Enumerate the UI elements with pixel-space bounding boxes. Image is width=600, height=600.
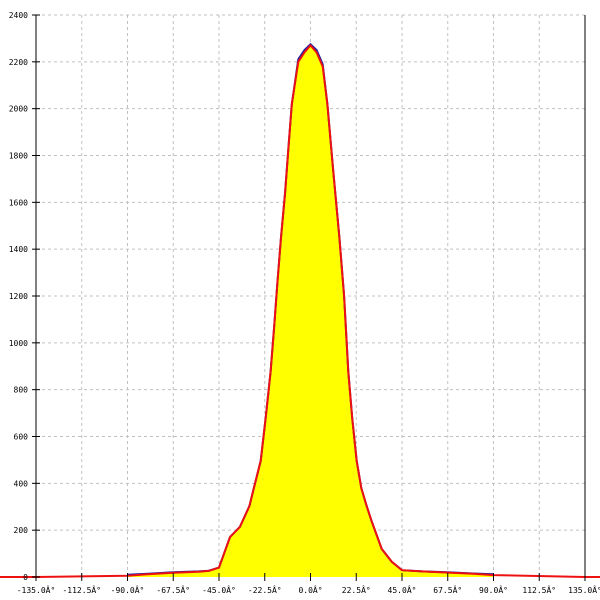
x-tick-label: -67.5Â° xyxy=(156,584,190,595)
y-tick-label: 2200 xyxy=(9,58,28,67)
y-tick-label: 0 xyxy=(23,573,28,582)
x-tick-label: 135.0Â° xyxy=(568,584,600,595)
x-tick-label: -45.0Â° xyxy=(202,584,236,595)
y-tick-label: 800 xyxy=(14,386,29,395)
x-tick-label: -90.0Â° xyxy=(111,584,145,595)
y-tick-label: 2000 xyxy=(9,105,28,114)
y-tick-label: 1200 xyxy=(9,292,28,301)
y-tick-label: 200 xyxy=(14,526,29,535)
x-tick-label: 0.0Â° xyxy=(298,584,322,595)
y-tick-label: 600 xyxy=(14,433,29,442)
x-tick-label: 90.0Â° xyxy=(479,584,508,595)
y-tick-label: 1000 xyxy=(9,339,28,348)
x-tick-label: -135.0Â° xyxy=(17,584,56,595)
y-tick-label: 400 xyxy=(14,479,29,488)
y-tick-label: 1600 xyxy=(9,198,28,207)
x-tick-label: -112.5Â° xyxy=(62,584,101,595)
x-tick-label: 67.5Â° xyxy=(433,584,462,595)
x-tick-label: 45.0Â° xyxy=(388,584,417,595)
x-tick-labels: -135.0Â° -112.5Â° -90.0Â° -67.5Â° -45.0Â° -22… xyxy=(17,584,600,595)
fit-line xyxy=(0,43,600,578)
x-tick-label: 112.5Â° xyxy=(522,584,556,595)
axes xyxy=(32,14,586,581)
y-tick-label: 1800 xyxy=(9,152,28,161)
area-fill xyxy=(127,44,494,578)
y-tick-label: 2400 xyxy=(9,11,28,20)
x-tick-label: -22.5Â° xyxy=(248,584,282,595)
y-tick-labels: 0 200 400 600 800 1000 1200 1400 1600 1800 2000 220… xyxy=(9,11,28,582)
x-tick-label: 22.5Â° xyxy=(342,584,371,595)
y-tick-label: 1400 xyxy=(9,245,28,254)
